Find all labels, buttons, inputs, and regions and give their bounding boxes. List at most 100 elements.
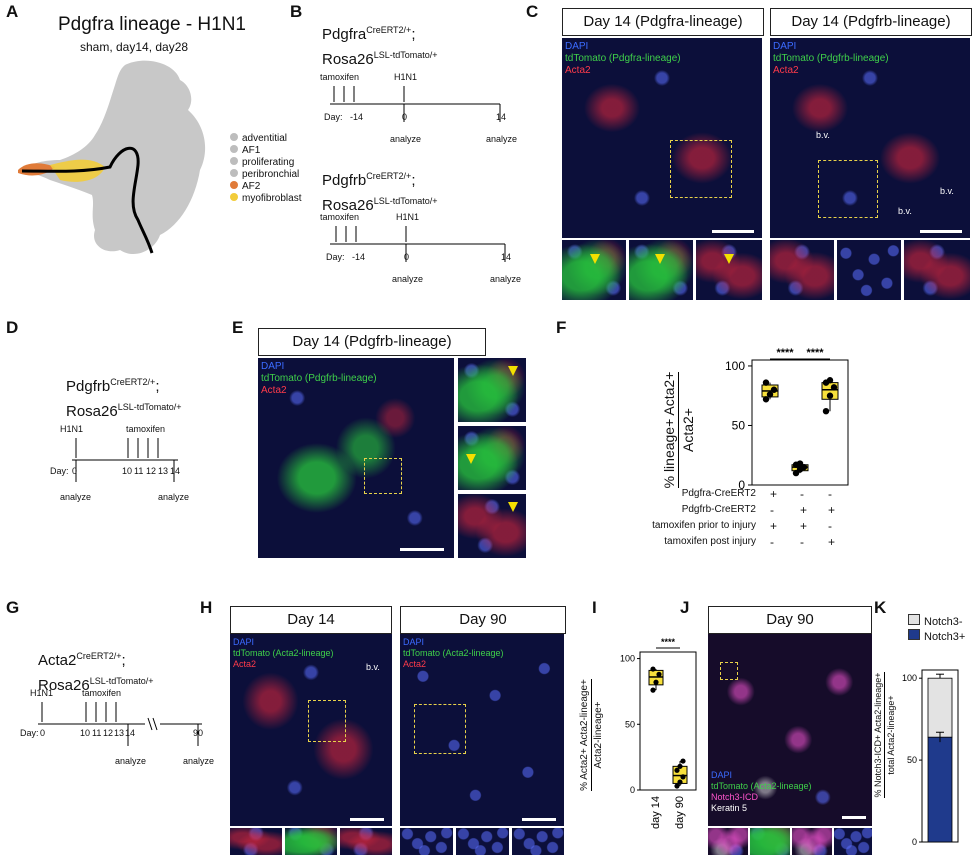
panel-i-chart: 0 50 100 **** day 14 day 90	[620, 637, 697, 829]
data-point	[650, 687, 656, 693]
scale-bar	[400, 548, 444, 551]
panel-k-legend: Notch3- Notch3+	[908, 614, 965, 644]
vessel-label: b.v.	[940, 186, 954, 196]
inset-box	[308, 700, 346, 742]
bar-segment	[927, 677, 953, 738]
micrograph-legend: DAPI tdTomato (Pdgfrb-lineage) Acta2	[261, 361, 377, 396]
legend-dot	[230, 169, 238, 177]
day-tick: 0	[72, 466, 78, 476]
panel-a-title: Pdgfra lineage - H1N1	[58, 14, 246, 35]
day-tick: 10	[122, 466, 133, 476]
day-tick: 12	[146, 466, 157, 476]
micrograph-j: DAPI tdTomato (Acta2-lineage) Notch3-ICD…	[708, 634, 872, 826]
condition-mark: -	[828, 519, 832, 533]
data-point	[830, 384, 838, 391]
condition-mark: +	[800, 503, 808, 517]
micrograph-h-right: DAPI tdTomato (Acta2-lineage) Acta2	[400, 634, 564, 826]
legend-dot	[230, 157, 238, 165]
panel-h-left-header: Day 14	[230, 606, 392, 634]
y-tick-label: 100	[902, 673, 917, 683]
data-point	[766, 391, 774, 398]
panel-f-chart: 0 50 100 **** ****	[725, 347, 849, 492]
panel-b-letter: B	[290, 2, 303, 21]
day-tick: 14	[501, 252, 512, 262]
micrograph-j-zoom	[834, 828, 872, 855]
panel-c-left-header: Day 14 (Pdgfra-lineage)	[562, 8, 764, 36]
panel-c-letter: C	[526, 2, 539, 21]
day-tick: 13	[158, 466, 169, 476]
day-tick: 12	[103, 728, 114, 738]
scale-bar	[920, 230, 962, 233]
analyze-label: analyze	[60, 492, 92, 502]
panel-b-genotype-bottom: PdgfrbCreERT2/+; Rosa26LSL-tdTomato/+	[322, 171, 438, 214]
micrograph-h-zoom	[400, 828, 453, 855]
day-tick: 11	[92, 728, 102, 738]
data-point	[653, 679, 659, 685]
condition-label: tamoxifen prior to injury	[652, 520, 756, 531]
day-tick: -14	[350, 112, 364, 122]
condition-mark: -	[800, 487, 804, 501]
micrograph-c-zoom	[770, 240, 834, 300]
day-tick: 14	[125, 728, 136, 738]
data-point	[826, 377, 834, 384]
panel-g-genotype: Acta2CreERT2/+; Rosa26LSL-tdTomato/+	[38, 651, 154, 694]
data-point	[674, 767, 680, 773]
scale-bar	[712, 230, 754, 233]
condition-mark: +	[770, 519, 778, 533]
micrograph-h-zoom	[456, 828, 509, 855]
y-tick-label: 0	[630, 785, 635, 795]
panel-f-letter: F	[556, 318, 567, 337]
micrograph-legend: DAPI tdTomato (Acta2-lineage) Acta2	[403, 637, 504, 669]
day-tick: 10	[80, 728, 91, 738]
panel-j-header: Day 90	[708, 606, 872, 634]
panel-d-letter: D	[6, 318, 19, 337]
micrograph-e: DAPI tdTomato (Pdgfrb-lineage) Acta2	[258, 358, 454, 558]
micrograph-h-zoom	[230, 828, 282, 855]
panel-e-header: Day 14 (Pdgfrb-lineage)	[258, 328, 486, 356]
panel-b-genotype-top: PdgfraCreERT2/+; Rosa26LSL-tdTomato/+	[322, 25, 438, 68]
micrograph-j-zoom	[750, 828, 790, 855]
panel-a-letter: A	[6, 2, 19, 21]
day-prefix: Day:	[20, 728, 39, 738]
y-tick-label: 100	[620, 654, 635, 664]
analyze-label: analyze	[183, 756, 215, 766]
timeline-d: H1N1 tamoxifen Day: 0 10 11 12 13 14 ana…	[50, 424, 250, 504]
micrograph-legend: DAPI tdTomato (Pdgfra-lineage) Acta2	[565, 41, 681, 76]
micrograph-legend: DAPI tdTomato (Acta2-lineage) Acta2	[233, 637, 334, 669]
micrograph-c-zoom	[562, 240, 626, 300]
condition-mark: +	[800, 519, 808, 533]
plot-frame	[751, 359, 849, 486]
day-tick: 0	[402, 112, 408, 122]
tamoxifen-label: tamoxifen	[320, 212, 360, 222]
legend-item: AF1	[230, 145, 301, 157]
day-tick: 14	[496, 112, 507, 122]
micrograph-j-zoom	[792, 828, 832, 855]
condition-mark: +	[828, 503, 836, 517]
panel-i-ylabel: % Acta2+ Acta2-lineage+ Acta2-lineage+	[578, 679, 604, 791]
arrowhead-icon	[508, 366, 518, 376]
day-prefix: Day:	[326, 252, 345, 262]
y-tick-label: 0	[912, 837, 917, 847]
day-tick: 11	[134, 466, 144, 476]
legend-swatch	[908, 614, 920, 625]
panel-e-letter: E	[232, 318, 244, 337]
sig-label: ****	[661, 637, 676, 647]
analyze-label: analyze	[490, 274, 522, 284]
x-tick-label: day 14	[650, 796, 662, 829]
panel-k-chart: 0 50 100	[902, 669, 959, 847]
x-tick-label: day 90	[674, 796, 686, 829]
analyze-label: analyze	[392, 274, 424, 284]
tamoxifen-label: tamoxifen	[320, 72, 360, 82]
data-point	[650, 666, 656, 672]
umap-legend: adventitial AF1 proliferating peribronch…	[230, 133, 301, 205]
legend-item: AF2	[230, 181, 301, 193]
plot-frame	[639, 651, 697, 791]
condition-mark: +	[770, 487, 778, 501]
inset-box	[670, 140, 732, 198]
arrowhead-icon	[655, 254, 665, 264]
micrograph-j-zoom	[708, 828, 748, 855]
legend-dot	[230, 181, 238, 189]
analyze-label: analyze	[115, 756, 147, 766]
data-point	[677, 779, 683, 785]
micrograph-c-zoom	[629, 240, 693, 300]
